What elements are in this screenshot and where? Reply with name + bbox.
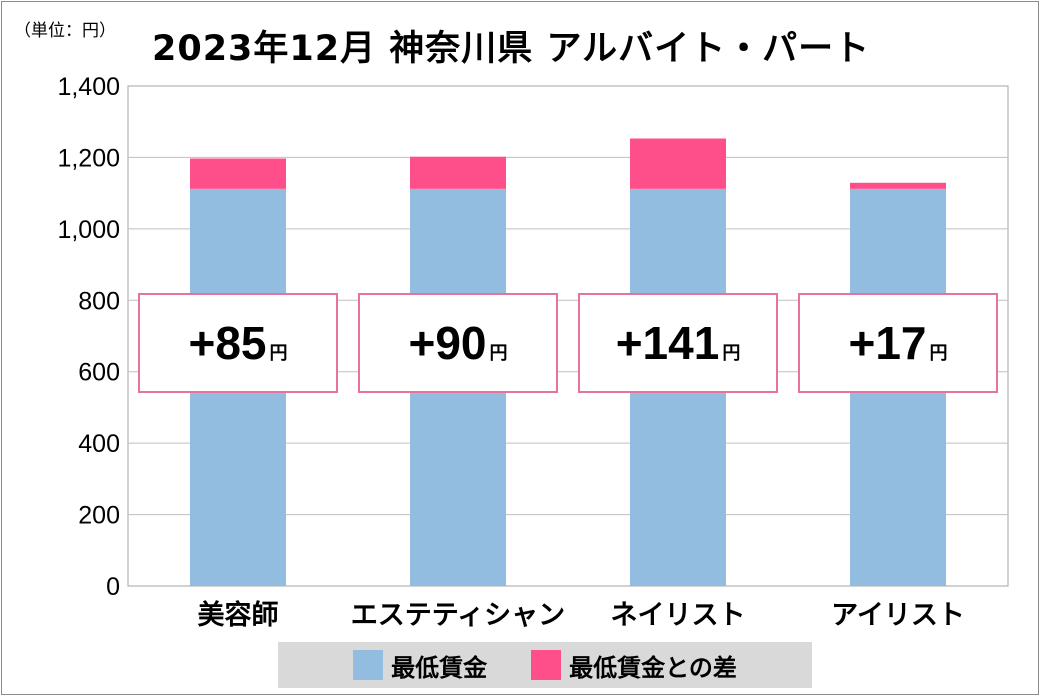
bar-diff: [190, 158, 286, 189]
diff-label-box: +85 円: [138, 293, 338, 394]
y-tick-label: 1,400: [57, 73, 120, 101]
x-tick-label: ネイリスト: [611, 600, 746, 631]
plot-border: [127, 85, 1009, 587]
y-tick-label: 200: [78, 502, 120, 530]
x-tick-label: アイリスト: [831, 600, 965, 631]
legend-label-base: 最低賃金: [391, 653, 488, 682]
legend-swatch-base: [353, 650, 384, 680]
bar-diff: [410, 156, 506, 189]
y-tick-label: 600: [78, 359, 120, 387]
diff-value: +141: [615, 317, 720, 370]
legend-item-diff: 最低賃金との差: [531, 648, 737, 683]
diff-unit: 円: [269, 343, 288, 365]
legend-label-diff: 最低賃金との差: [569, 653, 737, 682]
y-tick-label: 0: [106, 573, 120, 601]
legend: 最低賃金 最低賃金との差: [278, 642, 812, 688]
legend-item-base: 最低賃金: [353, 648, 487, 683]
x-tick-label: エステティシャン: [351, 600, 565, 631]
x-tick-label: 美容師: [198, 599, 279, 631]
diff-value: +90: [408, 317, 487, 370]
diff-label-box: +90 円: [358, 293, 558, 394]
bar-diff: [630, 138, 726, 189]
diff-unit: 円: [489, 343, 508, 365]
diff-unit: 円: [929, 343, 948, 365]
diff-label-box: +141 円: [578, 293, 778, 394]
diff-unit: 円: [722, 343, 741, 365]
legend-swatch-diff: [531, 650, 562, 680]
diff-label-box: +17 円: [798, 293, 998, 394]
chart-title: 2023年12月 神奈川県 アルバイト・パート: [152, 29, 871, 69]
y-tick-label: 800: [78, 287, 120, 315]
diff-value: +85: [188, 317, 267, 370]
bar-diff: [850, 182, 946, 189]
diff-value: +17: [848, 317, 927, 370]
unit-label: （単位：円）: [14, 21, 116, 41]
y-tick-label: 400: [78, 430, 120, 458]
y-tick-label: 1,200: [57, 144, 120, 172]
y-tick-label: 1,000: [57, 216, 120, 244]
